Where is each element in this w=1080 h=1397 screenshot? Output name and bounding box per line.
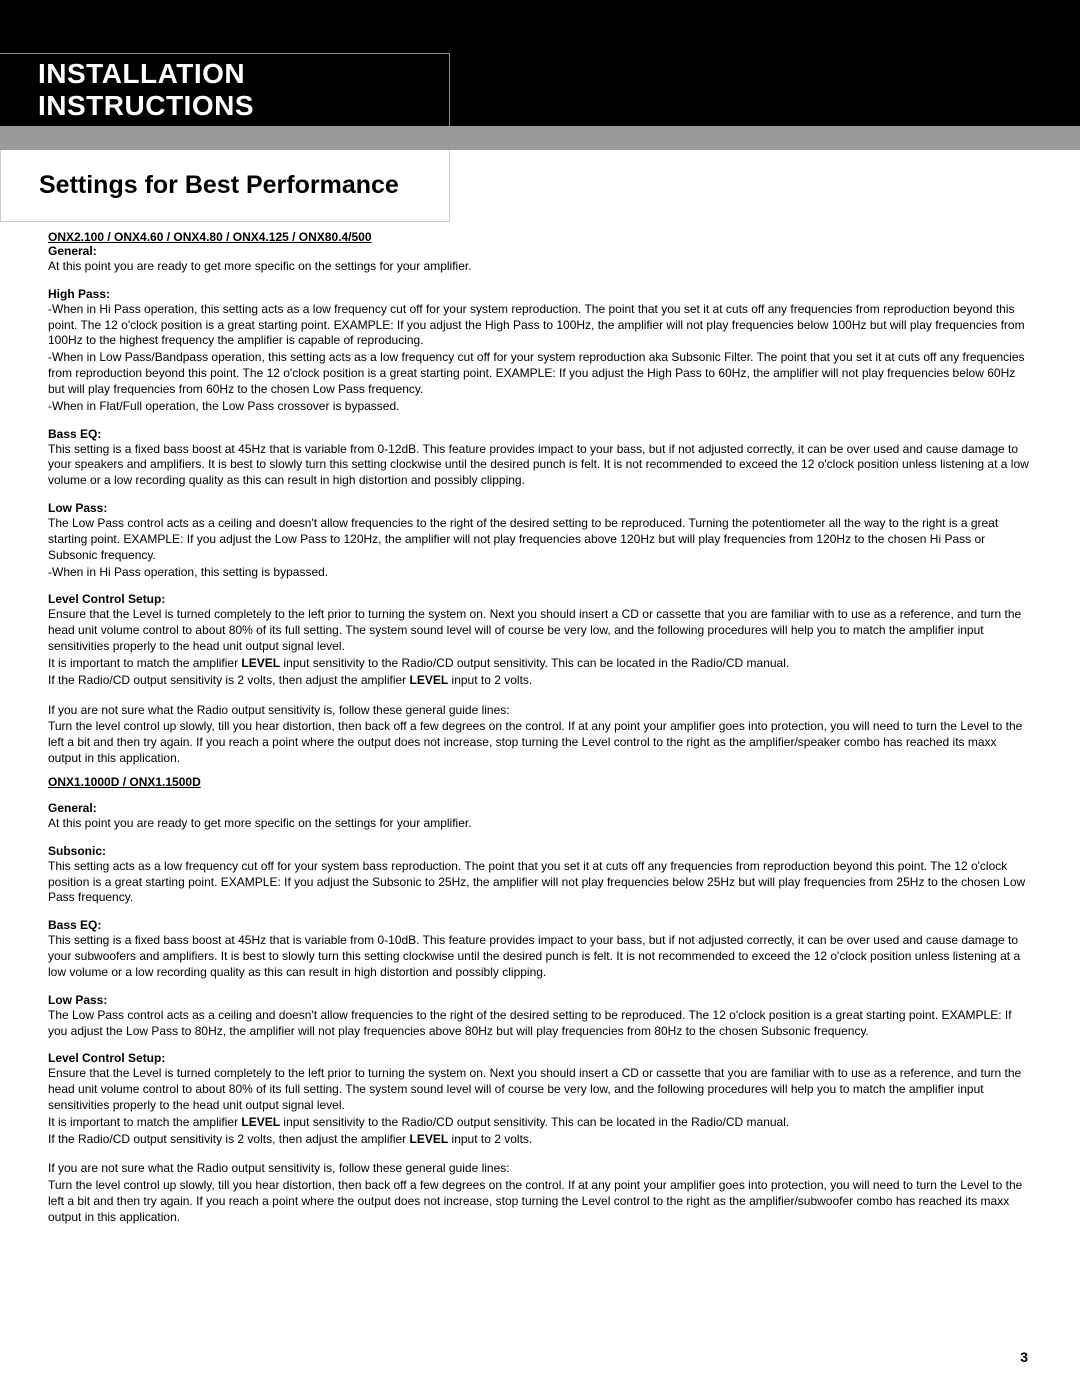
section1-highpass-p2: -When in Low Pass/Bandpass operation, th… — [48, 350, 1032, 397]
section1-lowpass-label: Low Pass: — [48, 501, 1032, 515]
section2-level-p2: It is important to match the amplifier L… — [48, 1115, 1032, 1131]
section1-level-p2b: input sensitivity to the Radio/CD output… — [280, 656, 789, 670]
section2-level-p1: Ensure that the Level is turned complete… — [48, 1066, 1032, 1113]
section2-level-p5: Turn the level control up slowly, till y… — [48, 1178, 1032, 1225]
section2-basseq-label: Bass EQ: — [48, 918, 1032, 932]
section1-level-p1: Ensure that the Level is turned complete… — [48, 607, 1032, 654]
section1-level-p3b: input to 2 volts. — [448, 673, 532, 687]
section2-level-p2b: input sensitivity to the Radio/CD output… — [280, 1115, 789, 1129]
section1-general-text: At this point you are ready to get more … — [48, 259, 1032, 275]
section2-level-bold2: LEVEL — [410, 1132, 449, 1146]
section2-level-label: Level Control Setup: — [48, 1051, 1032, 1065]
section2-general-label: General: — [48, 801, 1032, 815]
section1-highpass-p1: -When in Hi Pass operation, this setting… — [48, 302, 1032, 349]
section2-general-text: At this point you are ready to get more … — [48, 816, 1032, 832]
header-black: INSTALLATION INSTRUCTIONS — [0, 0, 1080, 126]
section2-subsonic-text: This setting acts as a low frequency cut… — [48, 859, 1032, 906]
section1-level-label: Level Control Setup: — [48, 592, 1032, 606]
section1-basseq-label: Bass EQ: — [48, 427, 1032, 441]
section1-basseq-text: This setting is a fixed bass boost at 45… — [48, 442, 1032, 489]
section1-models: ONX2.100 / ONX4.60 / ONX4.80 / ONX4.125 … — [48, 230, 1032, 244]
page-number: 3 — [1020, 1349, 1028, 1365]
page-subtitle: Settings for Best Performance — [39, 171, 399, 200]
section1-level-p2: It is important to match the amplifier L… — [48, 656, 1032, 672]
section2-models: ONX1.1000D / ONX1.1500D — [48, 775, 1032, 789]
section1-level-p2a: It is important to match the amplifier — [48, 656, 241, 670]
section1-level-p5: Turn the level control up slowly, till y… — [48, 719, 1032, 766]
section1-level-p3a: If the Radio/CD output sensitivity is 2 … — [48, 673, 410, 687]
section2-lowpass-label: Low Pass: — [48, 993, 1032, 1007]
section1-level-p4: If you are not sure what the Radio outpu… — [48, 703, 1032, 719]
section2-lowpass-text: The Low Pass control acts as a ceiling a… — [48, 1008, 1032, 1040]
page-title: INSTALLATION INSTRUCTIONS — [38, 58, 449, 122]
section2-level-p3: If the Radio/CD output sensitivity is 2 … — [48, 1132, 1032, 1148]
section2-level-p3a: If the Radio/CD output sensitivity is 2 … — [48, 1132, 410, 1146]
section2-level-p4: If you are not sure what the Radio outpu… — [48, 1161, 1032, 1177]
section1-highpass-p3: -When in Flat/Full operation, the Low Pa… — [48, 399, 1032, 415]
section1-highpass-label: High Pass: — [48, 287, 1032, 301]
section2-subsonic-label: Subsonic: — [48, 844, 1032, 858]
section2-basseq-text: This setting is a fixed bass boost at 45… — [48, 933, 1032, 980]
section2-level-p3b: input to 2 volts. — [448, 1132, 532, 1146]
section1-level-bold1: LEVEL — [241, 656, 280, 670]
gray-strip — [0, 126, 1080, 150]
section1-level-p3: If the Radio/CD output sensitivity is 2 … — [48, 673, 1032, 689]
section1-level-bold2: LEVEL — [410, 673, 449, 687]
section2-level-p2a: It is important to match the amplifier — [48, 1115, 241, 1129]
section1-general-label: General: — [48, 244, 1032, 258]
title-box: INSTALLATION INSTRUCTIONS — [0, 53, 450, 126]
section1-lowpass-p1: The Low Pass control acts as a ceiling a… — [48, 516, 1032, 563]
content-area: ONX2.100 / ONX4.60 / ONX4.80 / ONX4.125 … — [0, 230, 1080, 1226]
section2-level-bold1: LEVEL — [241, 1115, 280, 1129]
subtitle-box: Settings for Best Performance — [0, 150, 450, 222]
section1-lowpass-p2: -When in Hi Pass operation, this setting… — [48, 565, 1032, 581]
